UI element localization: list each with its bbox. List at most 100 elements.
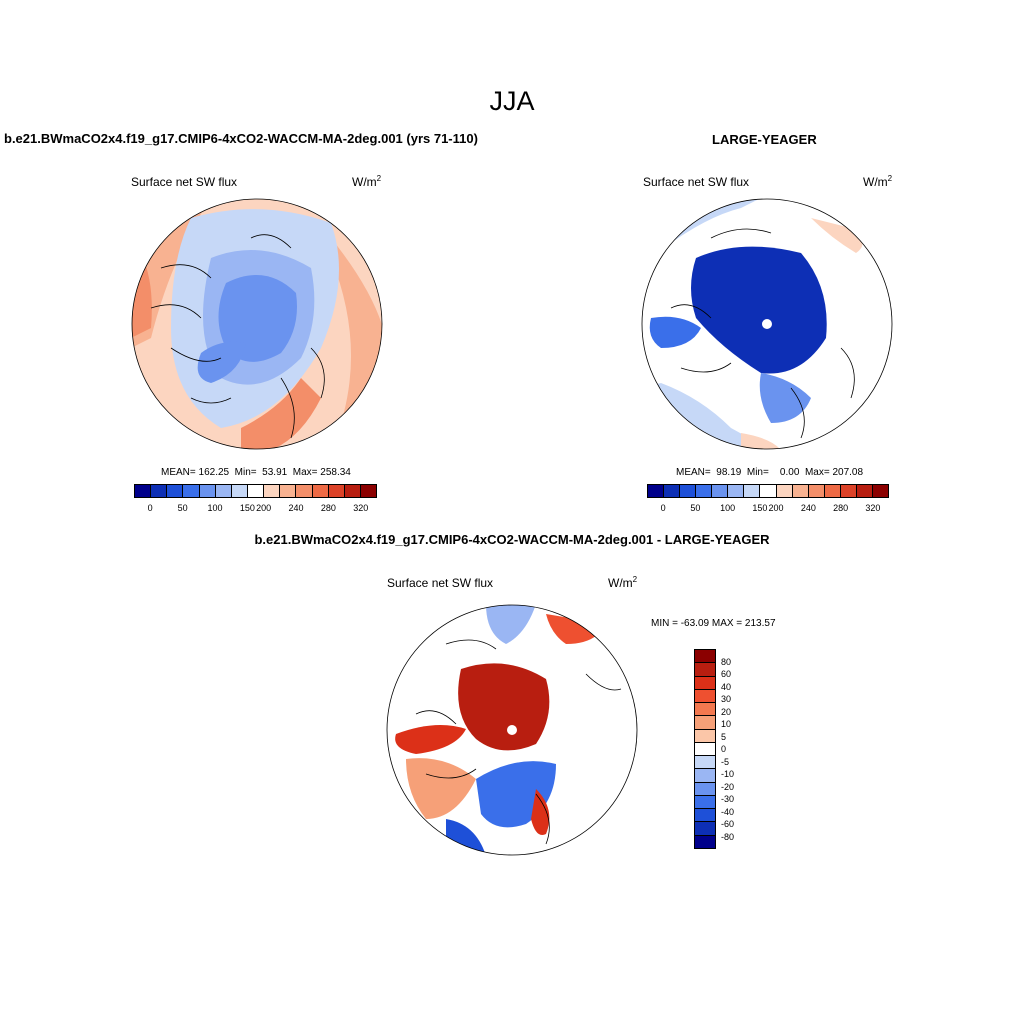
left-colorbar-labels: 0 50 100 150 200 240 280 320 [134, 503, 377, 515]
colorbar-swatch [744, 485, 761, 497]
right-colorbar-labels: 0 50 100 150 200 240 280 320 [647, 503, 889, 515]
diff-dark-red-core [458, 663, 550, 751]
right-stats: MEAN= 98.19 Min= 0.00 Max= 207.08 [676, 467, 864, 478]
colorbar-tick-label: 50 [177, 503, 188, 513]
colorbar-swatch [695, 663, 715, 677]
colorbar-tick-label: 320 [353, 503, 369, 513]
colorbar-tick-label: 150 [239, 503, 255, 513]
right-warm-patch-south [741, 433, 781, 449]
right-coastlines [670, 228, 855, 439]
colorbar-tick-label: 20 [721, 706, 732, 717]
colorbar-swatch [648, 485, 665, 497]
colorbar-swatch [296, 485, 313, 497]
right-colorbar [647, 484, 889, 498]
colorbar-swatch [776, 485, 793, 497]
diff-stats: MIN = -63.09 MAX = 213.57 [651, 618, 776, 629]
colorbar-tick-label: 280 [320, 503, 336, 513]
colorbar-swatch [264, 485, 281, 497]
diff-blue-patch-north [486, 605, 536, 644]
colorbar-swatch [360, 485, 377, 497]
colorbar-swatch [872, 485, 888, 497]
colorbar-tick-label: -80 [721, 831, 735, 842]
diff-warm-patch-southwest [406, 758, 476, 819]
colorbar-swatch [808, 485, 825, 497]
colorbar-tick-label: -5 [721, 756, 730, 767]
right-blue-patch-south [759, 373, 811, 423]
colorbar-swatch [856, 485, 873, 497]
colorbar-swatch [215, 485, 232, 497]
colorbar-swatch [695, 650, 715, 664]
left-polar-map [131, 198, 383, 450]
left-map-border [131, 198, 383, 450]
left-greenland-blue-patch [197, 341, 246, 383]
colorbar-swatch [695, 689, 715, 704]
colorbar-swatch [183, 485, 200, 497]
colorbar-swatch [695, 835, 715, 848]
left-units-label: W/m2 [352, 174, 382, 189]
right-units-label: W/m2 [863, 174, 893, 189]
colorbar-tick-label: 30 [721, 694, 732, 704]
diff-variable-label: Surface net SW flux [387, 576, 494, 590]
diff-colorbar [694, 649, 716, 849]
colorbar-swatch [280, 485, 297, 497]
colorbar-tick-label: 280 [833, 503, 849, 513]
colorbar-swatch [695, 716, 715, 730]
diff-units-label: W/m2 [608, 575, 638, 590]
diff-map-border [386, 604, 638, 856]
diff-polar-map [386, 604, 638, 856]
colorbar-tick-label: 5 [721, 731, 727, 742]
left-stats: MEAN= 162.25 Min= 53.91 Max= 258.34 [161, 467, 351, 478]
diff-colorbar-labels: 80 60 40 30 20 10 5 0 -5 -10 -20 -30 -40 -60 -80 [721, 649, 761, 849]
diff-red-patch-west [395, 725, 466, 754]
left-variable-label: Surface net SW flux [131, 175, 238, 189]
colorbar-swatch [695, 676, 715, 690]
right-dark-blue-core [691, 246, 827, 374]
colorbar-swatch [680, 485, 697, 497]
colorbar-tick-label: 240 [800, 503, 816, 513]
colorbar-swatch [312, 485, 329, 497]
colorbar-tick-label: -20 [721, 781, 735, 792]
colorbar-swatch [199, 485, 216, 497]
colorbar-swatch [696, 485, 713, 497]
colorbar-swatch [728, 485, 745, 497]
colorbar-swatch [695, 782, 715, 796]
colorbar-swatch [712, 485, 729, 497]
left-panel-title: b.e21.BWmaCO2x4.f19_g17.CMIP6-4xCO2-WACC… [4, 131, 478, 146]
diff-red-patch-southeast [531, 789, 550, 835]
right-pole-hole [762, 319, 772, 329]
colorbar-swatch [695, 809, 715, 823]
colorbar-swatch [824, 485, 841, 497]
colorbar-tick-label: 10 [721, 719, 732, 729]
colorbar-swatch [167, 485, 184, 497]
colorbar-tick-label: 240 [288, 503, 304, 513]
colorbar-swatch [840, 485, 857, 497]
colorbar-swatch [328, 485, 345, 497]
colorbar-tick-label: 150 [752, 503, 768, 513]
colorbar-tick-label: 100 [720, 503, 736, 513]
colorbar-tick-label: 0 [147, 503, 153, 513]
colorbar-tick-label: 60 [721, 669, 732, 679]
right-map-border [641, 198, 893, 450]
colorbar-swatch [344, 485, 361, 497]
left-blue-core [218, 275, 297, 362]
colorbar-swatch [664, 485, 681, 497]
left-warm-sector-south [241, 378, 321, 449]
colorbar-swatch [135, 485, 152, 497]
colorbar-swatch [695, 703, 715, 717]
right-panel-title: LARGE-YEAGER [712, 132, 817, 147]
colorbar-swatch [247, 485, 265, 497]
right-variable-label: Surface net SW flux [643, 175, 750, 189]
colorbar-tick-label: -10 [721, 769, 735, 779]
main-title: JJA [489, 86, 535, 116]
colorbar-swatch [695, 756, 715, 770]
colorbar-tick-label: 100 [207, 503, 223, 513]
diff-panel-title: b.e21.BWmaCO2x4.f19_g17.CMIP6-4xCO2-WACC… [254, 532, 770, 547]
colorbar-swatch [695, 742, 715, 757]
colorbar-swatch [695, 822, 715, 836]
colorbar-swatch [231, 485, 248, 497]
colorbar-tick-label: 0 [721, 744, 727, 754]
diff-pole-hole [507, 725, 517, 735]
diff-coastlines [415, 639, 622, 845]
colorbar-swatch [151, 485, 168, 497]
colorbar-swatch [792, 485, 809, 497]
